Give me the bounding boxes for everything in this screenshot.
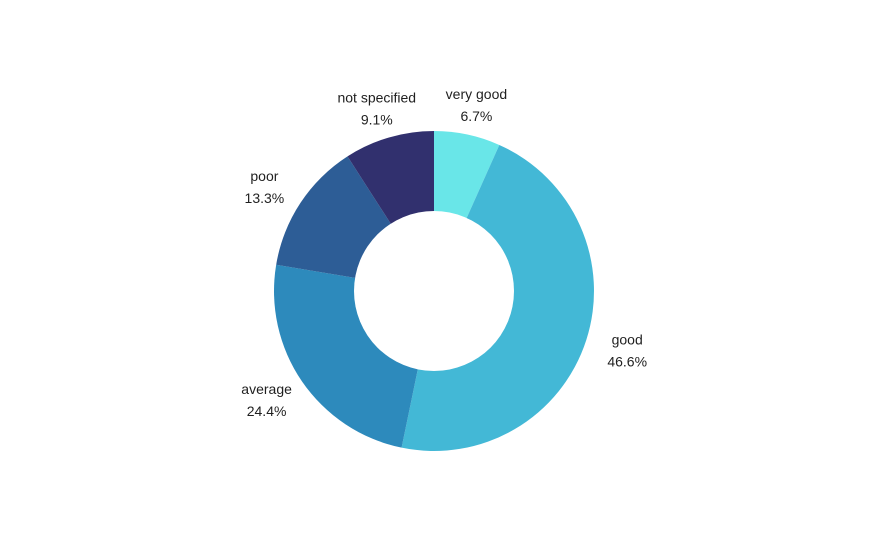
- slice-label-name: good: [612, 332, 643, 348]
- slice-label-average: average 24.4%: [241, 381, 292, 419]
- donut-hole: [354, 211, 514, 371]
- slice-label-value: 24.4%: [247, 403, 287, 419]
- slice-label-value: 13.3%: [245, 190, 285, 206]
- slice-label-name: not specified: [337, 90, 416, 106]
- slice-label-not-specified: not specified 9.1%: [337, 90, 416, 128]
- slice-label-name: poor: [250, 168, 278, 184]
- slice-label-value: 46.6%: [607, 354, 647, 370]
- slice-label-very-good: very good 6.7%: [446, 86, 507, 124]
- slice-label-value: 9.1%: [361, 112, 393, 128]
- slice-label-good: good 46.6%: [607, 332, 647, 370]
- slice-label-poor: poor 13.3%: [245, 168, 285, 206]
- slice-label-name: very good: [446, 86, 507, 102]
- labels-layer: very good 6.7% good 46.6% average 24.4% poor 13…: [241, 86, 647, 419]
- slice-label-name: average: [241, 381, 292, 397]
- slice-label-value: 6.7%: [460, 108, 492, 124]
